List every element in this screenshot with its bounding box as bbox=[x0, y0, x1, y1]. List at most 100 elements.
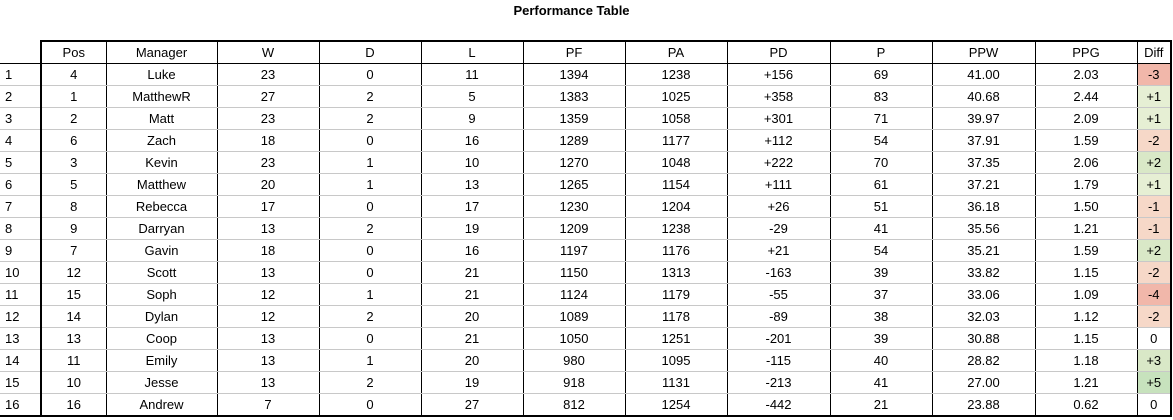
cell-l[interactable]: 17 bbox=[421, 195, 524, 218]
cell-pa[interactable]: 1025 bbox=[625, 85, 728, 108]
cell-ppw[interactable]: 27.00 bbox=[932, 371, 1036, 394]
row-number[interactable]: 8 bbox=[0, 217, 42, 240]
cell-ppg[interactable]: 2.09 bbox=[1035, 107, 1138, 130]
cell-diff[interactable]: +3 bbox=[1137, 349, 1172, 372]
cell-manager[interactable]: Coop bbox=[106, 327, 218, 350]
row-number[interactable]: 11 bbox=[0, 283, 42, 306]
cell-d[interactable]: 2 bbox=[319, 85, 422, 108]
header-p[interactable]: P bbox=[830, 40, 933, 64]
cell-pf[interactable]: 1289 bbox=[523, 129, 626, 152]
cell-diff[interactable]: 0 bbox=[1137, 327, 1172, 350]
cell-l[interactable]: 16 bbox=[421, 239, 524, 262]
cell-p[interactable]: 61 bbox=[830, 173, 933, 196]
cell-pd[interactable]: -201 bbox=[727, 327, 831, 350]
cell-pa[interactable]: 1048 bbox=[625, 151, 728, 174]
cell-ppw[interactable]: 33.82 bbox=[932, 261, 1036, 284]
cell-diff[interactable]: -1 bbox=[1137, 195, 1172, 218]
row-number[interactable]: 3 bbox=[0, 107, 42, 130]
header-ppg[interactable]: PPG bbox=[1035, 40, 1138, 64]
cell-manager[interactable]: Luke bbox=[106, 63, 218, 86]
cell-diff[interactable]: +2 bbox=[1137, 239, 1172, 262]
cell-pd[interactable]: +112 bbox=[727, 129, 831, 152]
cell-p[interactable]: 38 bbox=[830, 305, 933, 328]
cell-l[interactable]: 27 bbox=[421, 393, 524, 417]
cell-w[interactable]: 13 bbox=[217, 217, 320, 240]
cell-manager[interactable]: Dylan bbox=[106, 305, 218, 328]
cell-pa[interactable]: 1254 bbox=[625, 393, 728, 417]
cell-d[interactable]: 0 bbox=[319, 129, 422, 152]
row-number[interactable]: 1 bbox=[0, 63, 42, 86]
cell-l[interactable]: 21 bbox=[421, 261, 524, 284]
cell-ppg[interactable]: 1.15 bbox=[1035, 327, 1138, 350]
cell-manager[interactable]: Darryan bbox=[106, 217, 218, 240]
cell-pa[interactable]: 1238 bbox=[625, 217, 728, 240]
cell-pf[interactable]: 1209 bbox=[523, 217, 626, 240]
row-number[interactable]: 10 bbox=[0, 261, 42, 284]
cell-ppw[interactable]: 28.82 bbox=[932, 349, 1036, 372]
cell-manager[interactable]: Andrew bbox=[106, 393, 218, 417]
cell-p[interactable]: 51 bbox=[830, 195, 933, 218]
cell-pf[interactable]: 1150 bbox=[523, 261, 626, 284]
cell-ppw[interactable]: 23.88 bbox=[932, 393, 1036, 417]
cell-pa[interactable]: 1179 bbox=[625, 283, 728, 306]
cell-ppg[interactable]: 1.15 bbox=[1035, 261, 1138, 284]
cell-ppw[interactable]: 30.88 bbox=[932, 327, 1036, 350]
cell-manager[interactable]: Jesse bbox=[106, 371, 218, 394]
cell-w[interactable]: 7 bbox=[217, 393, 320, 417]
header-w[interactable]: W bbox=[217, 40, 320, 64]
cell-ppg[interactable]: 1.59 bbox=[1035, 129, 1138, 152]
cell-ppg[interactable]: 1.21 bbox=[1035, 371, 1138, 394]
cell-pos[interactable]: 11 bbox=[41, 349, 107, 372]
cell-pf[interactable]: 1383 bbox=[523, 85, 626, 108]
cell-diff[interactable]: +5 bbox=[1137, 371, 1172, 394]
cell-pos[interactable]: 15 bbox=[41, 283, 107, 306]
cell-pa[interactable]: 1177 bbox=[625, 129, 728, 152]
cell-pa[interactable]: 1095 bbox=[625, 349, 728, 372]
cell-pd[interactable]: +21 bbox=[727, 239, 831, 262]
cell-ppg[interactable]: 1.12 bbox=[1035, 305, 1138, 328]
cell-pd[interactable]: +26 bbox=[727, 195, 831, 218]
cell-w[interactable]: 17 bbox=[217, 195, 320, 218]
cell-p[interactable]: 70 bbox=[830, 151, 933, 174]
row-number[interactable]: 14 bbox=[0, 349, 42, 372]
cell-pd[interactable]: -213 bbox=[727, 371, 831, 394]
cell-l[interactable]: 20 bbox=[421, 305, 524, 328]
cell-pos[interactable]: 6 bbox=[41, 129, 107, 152]
cell-ppw[interactable]: 39.97 bbox=[932, 107, 1036, 130]
cell-w[interactable]: 27 bbox=[217, 85, 320, 108]
header-pd[interactable]: PD bbox=[727, 40, 831, 64]
cell-p[interactable]: 21 bbox=[830, 393, 933, 417]
cell-l[interactable]: 21 bbox=[421, 283, 524, 306]
cell-pd[interactable]: -163 bbox=[727, 261, 831, 284]
cell-ppw[interactable]: 32.03 bbox=[932, 305, 1036, 328]
cell-pos[interactable]: 12 bbox=[41, 261, 107, 284]
cell-pf[interactable]: 1265 bbox=[523, 173, 626, 196]
cell-d[interactable]: 0 bbox=[319, 393, 422, 417]
cell-l[interactable]: 5 bbox=[421, 85, 524, 108]
cell-ppg[interactable]: 1.79 bbox=[1035, 173, 1138, 196]
cell-pd[interactable]: +156 bbox=[727, 63, 831, 86]
cell-d[interactable]: 2 bbox=[319, 371, 422, 394]
row-number[interactable]: 7 bbox=[0, 195, 42, 218]
cell-pd[interactable]: +358 bbox=[727, 85, 831, 108]
cell-w[interactable]: 13 bbox=[217, 371, 320, 394]
cell-diff[interactable]: -2 bbox=[1137, 261, 1172, 284]
cell-l[interactable]: 11 bbox=[421, 63, 524, 86]
cell-pos[interactable]: 5 bbox=[41, 173, 107, 196]
cell-w[interactable]: 13 bbox=[217, 349, 320, 372]
cell-pos[interactable]: 3 bbox=[41, 151, 107, 174]
cell-pd[interactable]: -29 bbox=[727, 217, 831, 240]
cell-diff[interactable]: -4 bbox=[1137, 283, 1172, 306]
cell-ppg[interactable]: 2.03 bbox=[1035, 63, 1138, 86]
cell-ppw[interactable]: 35.21 bbox=[932, 239, 1036, 262]
cell-manager[interactable]: Gavin bbox=[106, 239, 218, 262]
cell-d[interactable]: 0 bbox=[319, 239, 422, 262]
cell-pa[interactable]: 1176 bbox=[625, 239, 728, 262]
cell-w[interactable]: 23 bbox=[217, 107, 320, 130]
row-number[interactable]: 16 bbox=[0, 393, 42, 417]
cell-diff[interactable]: +1 bbox=[1137, 107, 1172, 130]
cell-w[interactable]: 23 bbox=[217, 63, 320, 86]
cell-pf[interactable]: 1050 bbox=[523, 327, 626, 350]
cell-pos[interactable]: 8 bbox=[41, 195, 107, 218]
cell-pa[interactable]: 1178 bbox=[625, 305, 728, 328]
